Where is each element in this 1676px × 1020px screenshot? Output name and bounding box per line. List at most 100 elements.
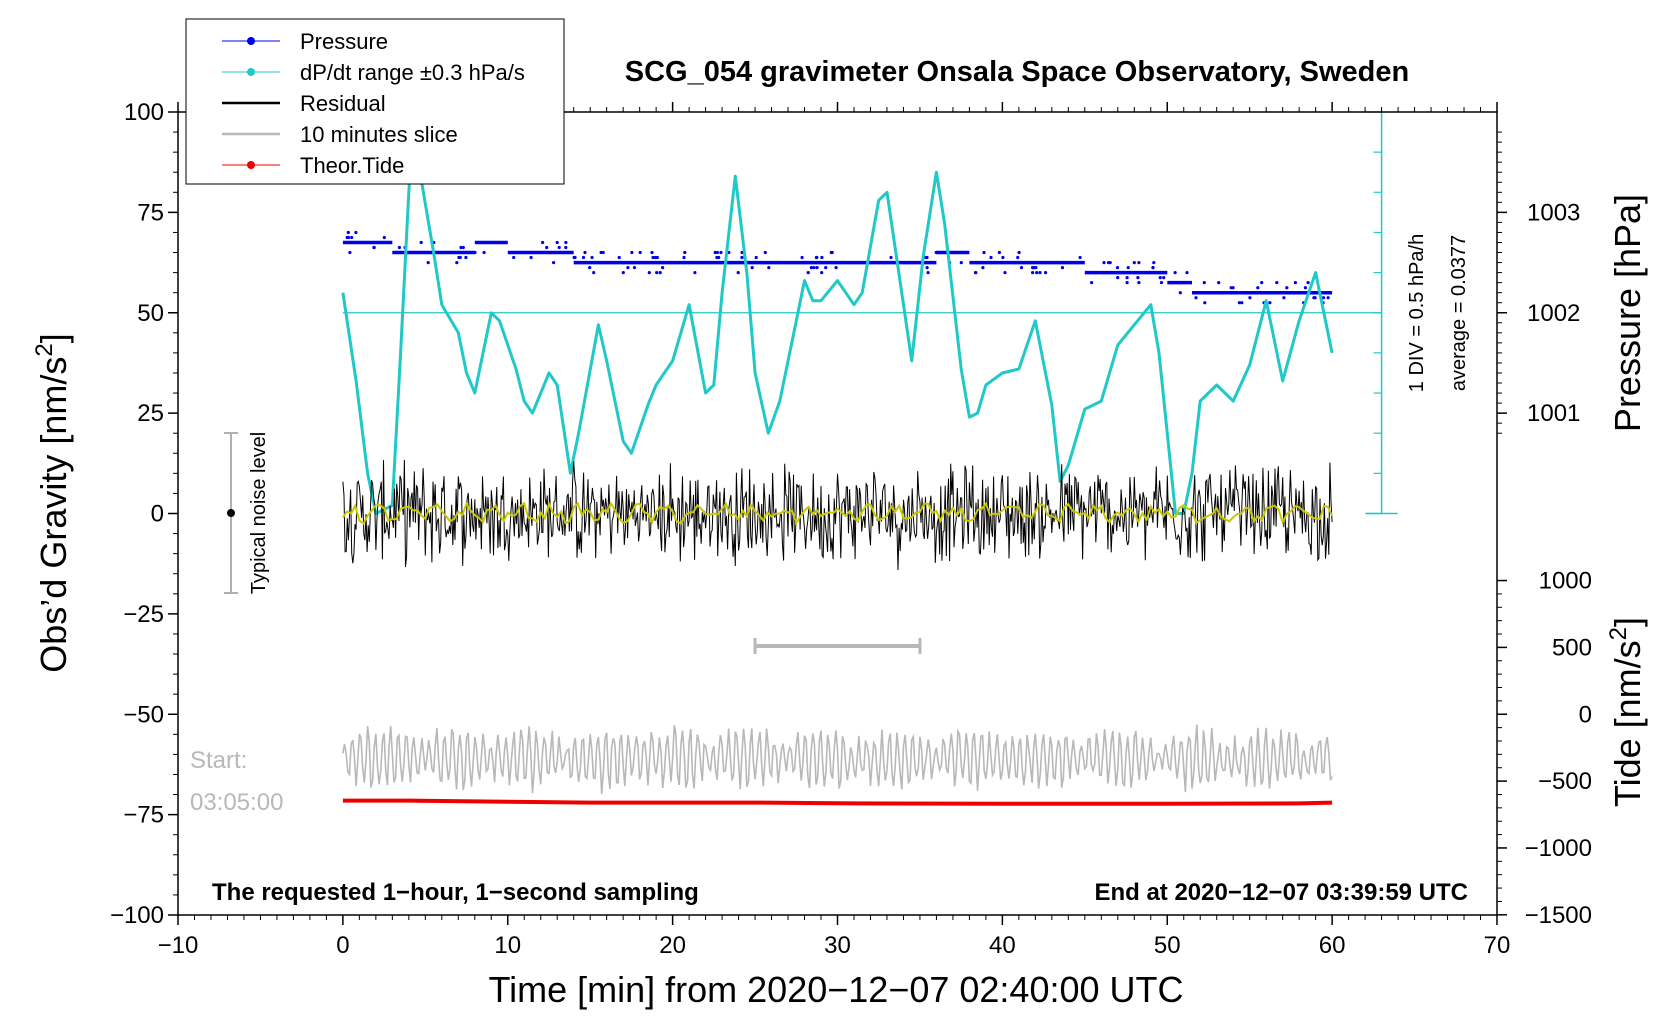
- pressure-point: [809, 266, 814, 270]
- pressure-point: [350, 235, 354, 240]
- pressure-point: [653, 255, 658, 260]
- pressure-point: [638, 250, 642, 255]
- pressure-point: [693, 271, 697, 275]
- pressure-point: [959, 261, 963, 265]
- pressure-point: [630, 250, 634, 255]
- dpdt-div-label: 1 DIV = 0.5 hPa/h: [1406, 234, 1428, 392]
- y-left-tick-label: 25: [137, 400, 164, 427]
- pressure-point: [1116, 276, 1120, 280]
- pressure-point: [419, 240, 423, 245]
- pressure-point: [812, 266, 816, 270]
- ten-minute-slice-series: [342, 724, 1333, 795]
- pressure-point: [382, 235, 386, 240]
- pressure-point: [1125, 281, 1129, 285]
- pressure-point: [455, 261, 459, 265]
- pressure-point: [601, 250, 605, 255]
- tide-tick-label: 0: [1579, 701, 1592, 728]
- pressure-point: [1275, 281, 1279, 285]
- pressure-point: [889, 255, 893, 260]
- pressure-axis-title: Pressure [hPa]: [1607, 194, 1648, 432]
- pressure-point: [621, 271, 625, 275]
- footer-left-note: The requested 1−hour, 1−second sampling: [212, 879, 699, 906]
- pressure-point: [767, 266, 771, 270]
- pressure-point: [564, 245, 568, 250]
- y-left-axis-title: Obs’d Gravity [nm/s2]: [31, 333, 74, 672]
- y-left-title-main: Obs’d Gravity [nm/s: [33, 357, 74, 673]
- x-tick-label: 30: [824, 932, 851, 959]
- pressure-point: [457, 255, 461, 260]
- tide-title-sup: 2: [1605, 627, 1632, 640]
- pressure-point: [925, 266, 929, 270]
- pressure-point: [1151, 266, 1155, 270]
- theoretical-tide-series: [342, 798, 1333, 806]
- pressure-point: [588, 266, 592, 270]
- pressure-point: [581, 255, 586, 260]
- pressure-point: [1260, 281, 1264, 285]
- pressure-point: [512, 255, 516, 260]
- y-left-title-close: ]: [33, 333, 74, 343]
- legend-label: Pressure: [300, 29, 388, 54]
- pressure-point: [1126, 266, 1130, 270]
- pressure-point: [1001, 255, 1005, 260]
- pressure-point: [830, 250, 834, 255]
- pressure-point: [651, 255, 655, 260]
- y-left-tick-label: −75: [123, 802, 164, 829]
- pressure-point: [1152, 261, 1156, 265]
- y-left-tick-label: −100: [110, 902, 164, 929]
- pressure-point: [354, 230, 358, 235]
- pressure-point: [1136, 276, 1140, 280]
- pressure-point: [1060, 266, 1065, 270]
- pressure-point: [397, 245, 401, 250]
- pressure-point: [1102, 261, 1106, 265]
- legend-label: 10 minutes slice: [300, 122, 458, 147]
- pressure-point: [1031, 271, 1035, 275]
- pressure-point: [632, 266, 637, 270]
- noise-dot: [227, 509, 235, 517]
- x-tick-label: 40: [989, 932, 1016, 959]
- pressure-point: [815, 266, 819, 270]
- pressure-point: [1162, 276, 1166, 280]
- legend: Pressure dP/dt range ±0.3 hPa/s Residual 10…: [185, 18, 565, 185]
- y-left-tick-label: −25: [123, 601, 164, 628]
- pressure-point: [1312, 296, 1316, 300]
- pressure-point: [1237, 301, 1241, 305]
- tide-tick-label: 500: [1552, 634, 1592, 661]
- y-left-tick-label: 0: [151, 501, 164, 528]
- tide-title-main: Tide [nm/s: [1607, 640, 1648, 807]
- pressure-point: [348, 250, 352, 255]
- pressure-point: [1158, 276, 1162, 280]
- pressure-point: [1159, 281, 1164, 285]
- pressure-point: [934, 250, 938, 255]
- pressure-point: [800, 255, 804, 260]
- pressure-tick-label: 1003: [1527, 199, 1580, 226]
- legend-marker: [247, 68, 255, 76]
- pressure-point: [1229, 286, 1233, 290]
- pressure-point: [1306, 281, 1310, 285]
- noise-level-indicator: Typical noise level: [224, 432, 270, 594]
- pressure-point: [1268, 301, 1272, 305]
- pressure-point: [1285, 286, 1289, 290]
- pressure-point: [1017, 250, 1021, 255]
- pressure-point: [482, 250, 486, 255]
- pressure-point: [552, 261, 556, 265]
- pressure-point: [1194, 296, 1198, 300]
- pressure-point: [1282, 296, 1286, 300]
- footer-right-note: End at 2020−12−07 03:39:59 UTC: [1094, 879, 1468, 906]
- pressure-point: [1038, 271, 1042, 275]
- pressure-point: [973, 271, 978, 275]
- pressure-point: [820, 255, 824, 260]
- pressure-point: [1115, 266, 1120, 270]
- pressure-point: [982, 250, 986, 255]
- pressure-tick-label: 1002: [1527, 300, 1580, 327]
- pressure-point: [459, 245, 463, 250]
- pressure-point: [1202, 281, 1206, 285]
- pressure-point: [461, 245, 465, 250]
- pressure-point: [1293, 281, 1297, 285]
- pressure-point: [736, 271, 740, 275]
- pressure-point: [661, 266, 665, 270]
- pressure-point: [555, 240, 559, 245]
- pressure-point: [1217, 281, 1221, 285]
- pressure-point: [464, 255, 468, 260]
- pressure-point: [1019, 266, 1024, 270]
- pressure-point: [925, 255, 929, 260]
